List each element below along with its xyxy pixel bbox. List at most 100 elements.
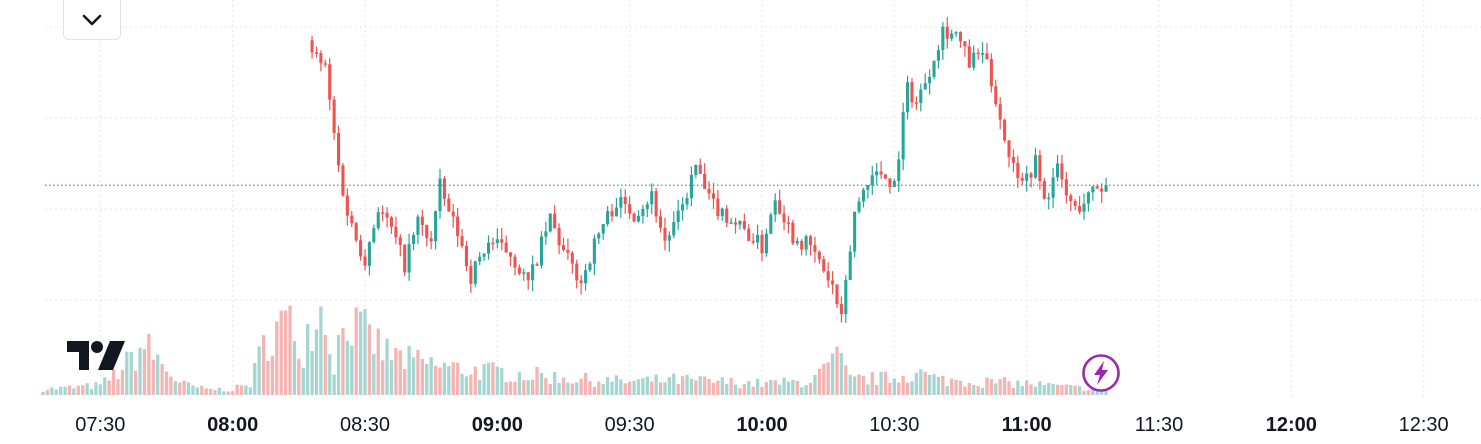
candle [994,79,998,107]
candle-body [531,264,535,281]
candle [808,234,813,256]
volume-bar [857,374,861,395]
volume-bar [888,382,892,395]
volume-bar [689,378,694,395]
volume-bar [628,381,632,395]
candle-body [645,204,649,209]
candle [345,188,349,226]
volume-bar [253,363,257,395]
candle-body [310,40,314,53]
candle [672,211,676,239]
candle-body [438,178,442,212]
x-tick-label-9: 12:00 [1266,414,1317,436]
volume-bar [950,378,954,395]
candle [1003,118,1007,143]
candle-body [539,236,543,266]
volume-bar [58,386,63,395]
candle-body [659,216,663,228]
candle [570,250,574,274]
candle [839,296,843,323]
candle-body [861,189,865,202]
volume-bar [835,346,839,395]
candle-body [694,164,698,176]
candle-body [623,197,627,205]
volume-bar [1064,384,1069,395]
candle-body [720,208,724,217]
candle-body [950,33,954,39]
candle [332,95,336,140]
volume-bar [875,384,879,395]
candle-body [1016,162,1020,179]
tradingview-logo-icon[interactable] [66,340,126,372]
volume-bar [72,388,76,395]
candle-body [650,191,654,205]
candle-body [588,263,592,271]
candle [588,261,592,273]
volume-bar [667,377,672,395]
candle [597,232,601,245]
volume-bar [186,382,191,395]
volume-bar [367,324,372,395]
candle-body [636,216,641,222]
volume-bar [738,388,742,395]
volume-bar [729,377,733,395]
lightning-bolt-icon[interactable] [1081,353,1121,393]
candle [354,221,358,243]
volume-bar [235,384,239,395]
candle-body [831,280,835,285]
candle-body [1069,195,1073,202]
chart-grid [45,0,1481,400]
volume-bar [447,366,451,395]
candle-body [429,238,433,242]
candle [420,209,424,236]
candle [601,223,605,240]
volume-bar [283,310,288,395]
x-tick-label-8: 11:30 [1135,414,1184,436]
candle-body [676,210,680,223]
candle-body [892,180,896,188]
candle [407,233,411,281]
candle-body [482,253,486,257]
volume-bar [50,387,54,395]
candle [403,243,407,277]
volume-bar [844,365,848,395]
candle-body [698,164,702,174]
candle [831,271,835,295]
volume-bars [41,305,1108,395]
candle [870,165,874,195]
volume-bar [905,382,910,395]
candle [442,176,446,206]
candle-body [897,159,901,181]
volume-bar [658,382,663,395]
candle [892,178,896,188]
candle-body [442,178,446,199]
volume-bar [491,362,495,395]
volume-bar [989,378,994,395]
candle [645,201,649,218]
candle [641,204,645,224]
candle-body [1055,163,1060,178]
candle [654,187,658,223]
candle-body [725,208,729,223]
volume-bar [495,366,499,395]
collapse-button[interactable] [63,0,121,40]
volume-bar [81,385,85,395]
candle [500,227,504,251]
candle [1042,178,1046,200]
volume-bar [808,382,813,395]
candle [319,50,323,72]
volume-bar [350,345,354,395]
candle-body [1086,192,1090,204]
candle [1016,155,1020,189]
volume-bar [1077,385,1082,395]
candle [764,228,768,257]
candle [464,240,469,272]
candle-body [967,46,971,68]
candle [310,35,314,59]
volume-bar [1011,388,1016,395]
volume-bar [711,382,716,395]
candle-body [628,204,632,214]
candle-body [844,279,848,315]
volume-bar [698,376,702,395]
volume-bar [985,377,989,395]
